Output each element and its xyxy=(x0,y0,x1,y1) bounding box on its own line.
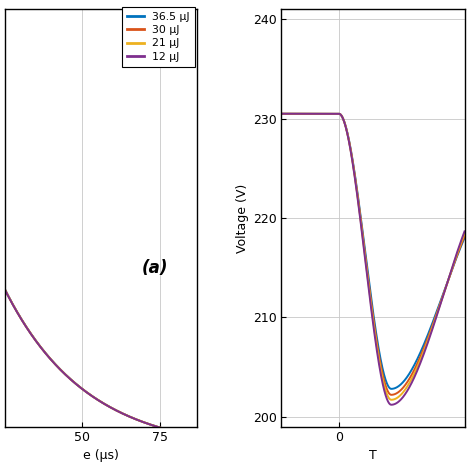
Text: (a): (a) xyxy=(141,259,168,277)
X-axis label: T: T xyxy=(369,448,377,462)
Legend: 36.5 μJ, 30 μJ, 21 μJ, 12 μJ: 36.5 μJ, 30 μJ, 21 μJ, 12 μJ xyxy=(122,7,195,67)
X-axis label: e (μs): e (μs) xyxy=(83,448,119,462)
Y-axis label: Voltage (V): Voltage (V) xyxy=(236,183,248,253)
